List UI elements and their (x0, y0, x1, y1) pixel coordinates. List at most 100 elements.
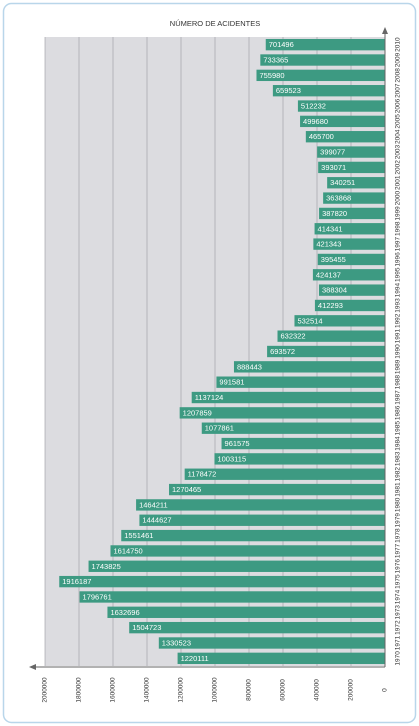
x-tick-label: 1200000 (178, 677, 185, 703)
value-label: 532514 (297, 316, 322, 325)
bar (267, 345, 385, 358)
y-tick-label: 1994 (395, 283, 402, 298)
bar (79, 591, 385, 603)
y-tick-label: 2004 (395, 129, 402, 144)
value-label: 388304 (322, 286, 347, 295)
bar (318, 161, 385, 174)
y-tick-label: 1990 (395, 344, 402, 359)
x-tick-label: 400000 (314, 679, 321, 701)
bar (179, 407, 385, 419)
value-label: 363868 (326, 194, 351, 203)
bar (323, 192, 385, 204)
value-label: 393071 (321, 163, 346, 172)
y-tick-label: 1976 (395, 559, 402, 574)
x-tick-label: 0 (382, 688, 389, 692)
y-tick-label: 1995 (395, 267, 402, 282)
value-label: 395455 (321, 255, 346, 264)
chart-title: NÚMERO DE ACIDENTES (170, 19, 260, 28)
y-tick-label: 2001 (395, 175, 402, 190)
y-tick-label: 1979 (395, 513, 402, 528)
bar (256, 69, 385, 82)
bar (272, 85, 385, 97)
bar (169, 483, 385, 496)
value-label: 1220111 (181, 654, 209, 663)
bar (214, 453, 385, 465)
y-tick-label: 1981 (395, 482, 402, 497)
value-label: 387820 (322, 209, 347, 218)
value-label: 465700 (309, 132, 334, 141)
bar (191, 391, 385, 404)
value-label: 424137 (316, 270, 341, 279)
x-tick-label: 1000000 (212, 677, 219, 703)
value-label: 693572 (270, 347, 295, 356)
x-axis-arrow (29, 664, 36, 670)
bar (233, 361, 385, 373)
bar (277, 330, 385, 342)
y-tick-label: 1996 (395, 252, 402, 267)
y-tick-label: 1988 (395, 375, 402, 390)
y-tick-label: 1985 (395, 421, 402, 436)
y-tick-label: 1987 (395, 390, 402, 405)
value-label: 733365 (263, 55, 288, 64)
value-label: 414341 (318, 224, 343, 233)
y-tick-label: 1997 (395, 236, 402, 251)
y-tick-label: 2000 (395, 190, 402, 205)
y-tick-label: 2003 (395, 144, 402, 159)
y-tick-label: 2007 (395, 83, 402, 98)
value-label: 421343 (316, 240, 341, 249)
y-tick-label: 1983 (395, 451, 402, 466)
y-tick-label: 1974 (395, 589, 402, 604)
y-tick-label: 1972 (395, 620, 402, 635)
y-tick-label: 1982 (395, 467, 402, 482)
value-label: 991581 (219, 378, 244, 387)
value-label: 701496 (269, 40, 294, 49)
value-label: 1330523 (162, 638, 191, 647)
bar (314, 299, 385, 312)
value-label: 1464211 (139, 500, 168, 509)
value-label: 1504723 (132, 623, 161, 632)
bar (136, 499, 385, 511)
y-tick-label: 1975 (395, 574, 402, 589)
value-label: 512232 (301, 102, 326, 111)
bar (317, 146, 385, 158)
value-label: 1178472 (188, 470, 217, 479)
value-label: 1743825 (92, 562, 121, 571)
bar (297, 100, 385, 112)
bar (216, 376, 385, 388)
y-tick-label: 1971 (395, 635, 402, 650)
bar (59, 575, 386, 588)
y-tick-label: 1980 (395, 497, 402, 512)
y-tick-label: 1986 (395, 405, 402, 420)
y-tick-label: 1998 (395, 221, 402, 236)
bar (110, 545, 386, 557)
bar (305, 131, 385, 143)
bar (294, 315, 385, 327)
bar (201, 422, 385, 434)
y-tick-label: 1993 (395, 298, 402, 313)
bar (177, 652, 385, 665)
value-label: 1077861 (205, 424, 234, 433)
y-axis-arrow (382, 27, 388, 34)
y-tick-label: 1999 (395, 206, 402, 221)
plot-area: 0 200000 400000 600000 800000 1000000 1200000 1… (42, 37, 402, 703)
y-tick-label: 1991 (395, 329, 402, 344)
y-tick-label: 2009 (395, 52, 402, 67)
bar (313, 238, 385, 250)
value-label: 888443 (237, 362, 262, 371)
value-label: 1003115 (217, 454, 246, 463)
bar (327, 177, 385, 189)
y-tick-label: 1989 (395, 359, 402, 374)
bar (158, 637, 385, 649)
value-label: 1551461 (124, 531, 153, 540)
value-label: 659523 (276, 86, 301, 95)
bar (121, 529, 385, 542)
bar (319, 207, 385, 220)
bar (317, 253, 385, 266)
bar (318, 284, 385, 296)
bar (260, 54, 385, 66)
y-tick-label: 2010 (395, 37, 402, 52)
y-tick-label: 2006 (395, 98, 402, 113)
bar (265, 38, 385, 51)
value-label: 1444627 (142, 516, 171, 525)
